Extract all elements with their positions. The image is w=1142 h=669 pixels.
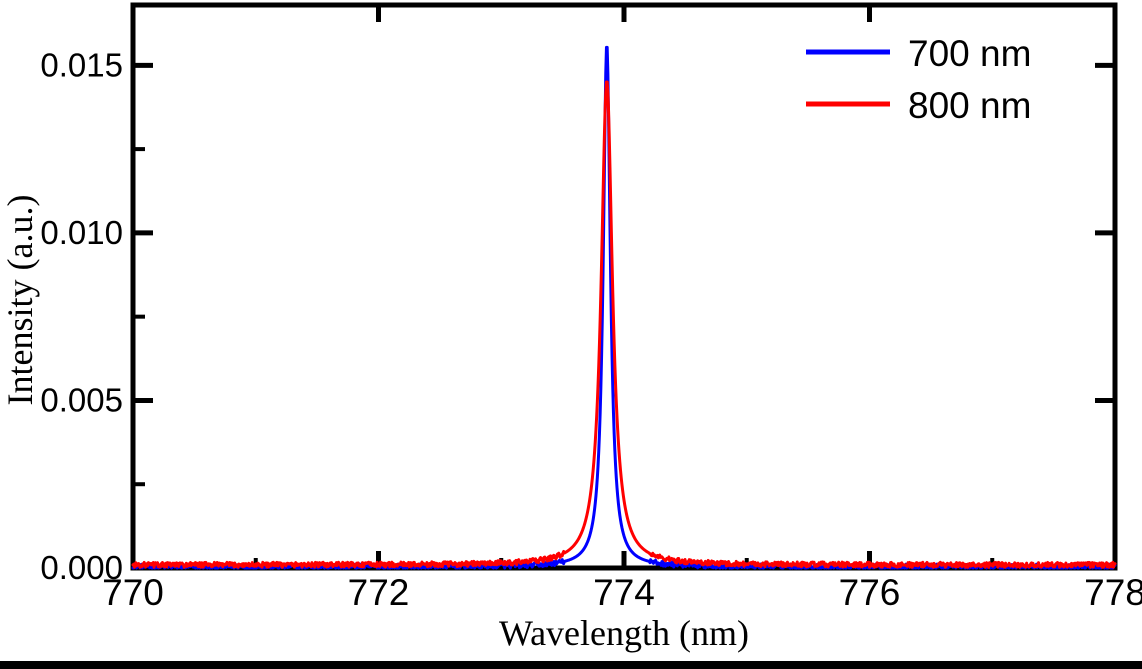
figure-bottom-border [0, 661, 1142, 669]
y-tick-label: 0.010 [40, 214, 123, 251]
x-tick-label: 772 [348, 572, 410, 613]
x-tick-label: 770 [102, 572, 164, 613]
series-line-800-nm [131, 80, 1117, 569]
x-tick-label: 774 [593, 572, 655, 613]
x-axis-tick-labels: 770 772 774 776 778 [102, 572, 1142, 613]
x-axis-title: Wavelength (nm) [499, 613, 749, 653]
data-series-group [131, 45, 1117, 570]
legend-label-2: 800 nm [908, 85, 1031, 126]
y-tick-label: 0.000 [40, 549, 123, 586]
x-tick-label: 778 [1084, 572, 1142, 613]
y-tick-label: 0.005 [40, 381, 123, 418]
x-tick-label: 776 [839, 572, 901, 613]
legend: 700 nm 800 nm [806, 33, 1031, 126]
y-tick-label: 0.015 [40, 46, 123, 83]
legend-label-1: 700 nm [908, 33, 1031, 74]
y-axis-title: Intensity (a.u.) [0, 195, 40, 406]
y-axis-tick-labels: 0.000 0.005 0.010 0.015 [40, 46, 123, 586]
y-axis-ticks [133, 62, 1115, 487]
